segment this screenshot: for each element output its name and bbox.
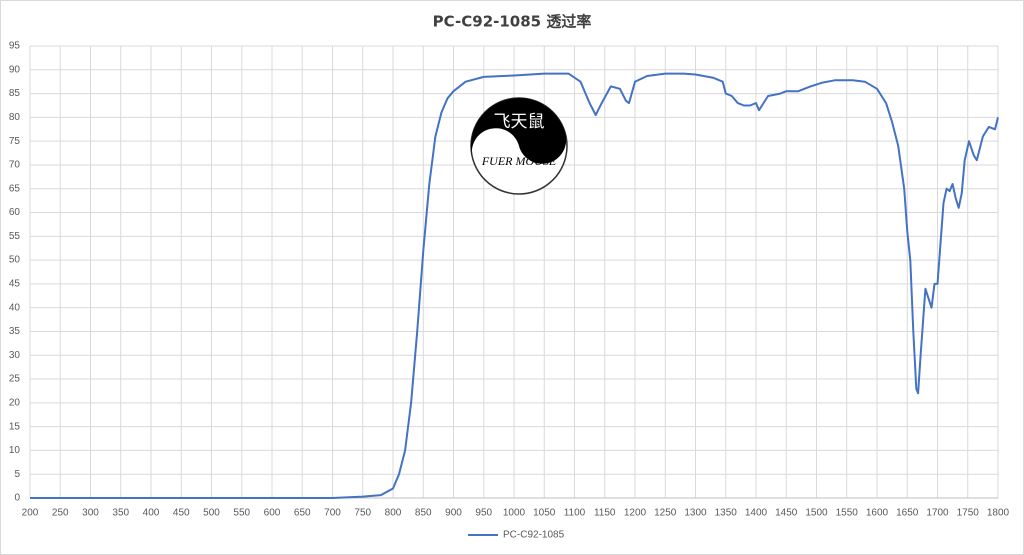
y-tick-label: 10 [9, 445, 21, 456]
y-tick-label: 15 [9, 421, 21, 432]
x-tick-label: 900 [445, 508, 462, 519]
y-tick-label: 85 [9, 88, 21, 99]
y-tick-label: 5 [14, 469, 20, 480]
data-line [30, 72, 999, 499]
x-tick-label: 1650 [896, 508, 919, 519]
logo-yin [471, 98, 567, 164]
x-tick-label: 1800 [987, 508, 1010, 519]
x-tick-label: 350 [112, 508, 129, 519]
y-tick-label: 25 [9, 374, 21, 385]
y-tick-label: 40 [9, 302, 21, 313]
x-tick-label: 1300 [684, 508, 707, 519]
x-tick-label: 1750 [957, 508, 980, 519]
x-tick-label: 650 [294, 508, 311, 519]
logo-text: 飞天鼠 [494, 112, 545, 132]
x-tick-label: 1050 [533, 508, 556, 519]
y-tick-label: 80 [9, 112, 21, 123]
x-tick-label: 500 [203, 508, 220, 519]
x-tick-label: 450 [173, 508, 190, 519]
logo-subtext: FUER MOUSE [481, 154, 557, 168]
x-tick-label: 1400 [745, 508, 768, 519]
y-tick-label: 45 [9, 279, 21, 290]
y-tick-label: 95 [9, 41, 21, 52]
y-tick-label: 70 [9, 160, 21, 171]
x-tick-label: 400 [143, 508, 160, 519]
y-tick-label: 50 [9, 255, 21, 266]
y-tick-label: 60 [9, 207, 21, 218]
x-tick-label: 1450 [775, 508, 798, 519]
x-tick-label: 550 [233, 508, 250, 519]
x-tick-label: 300 [82, 508, 99, 519]
x-tick-label: 750 [354, 508, 371, 519]
y-tick-label: 65 [9, 183, 21, 194]
chart-title: PC-C92-1085 透过率 [433, 13, 592, 31]
legend-label: PC-C92-1085 [503, 530, 565, 541]
y-tick-label: 55 [9, 231, 21, 242]
x-tick-label: 1100 [564, 508, 586, 519]
x-tick-label: 1600 [866, 508, 889, 519]
x-tick-label: 200 [22, 508, 39, 519]
y-tick-label: 0 [14, 493, 20, 504]
x-tick-label: 850 [415, 508, 432, 519]
y-tick-label: 30 [9, 350, 21, 361]
x-tick-label: 250 [52, 508, 69, 519]
y-tick-label: 35 [9, 326, 21, 337]
x-tick-label: 1250 [654, 508, 677, 519]
y-tick-label: 90 [9, 64, 21, 75]
x-tick-label: 1500 [805, 508, 828, 519]
x-tick-label: 700 [324, 508, 341, 519]
x-tick-label: 800 [385, 508, 402, 519]
y-tick-label: 20 [9, 397, 21, 408]
x-tick-label: 950 [475, 508, 492, 519]
x-tick-label: 1150 [594, 508, 616, 519]
y-tick-label: 75 [9, 136, 21, 147]
x-tick-label: 600 [264, 508, 281, 519]
x-tick-label: 1700 [926, 508, 949, 519]
watermark: 飞天鼠 FUER MOUSE [470, 97, 568, 195]
x-tick-label: 1200 [624, 508, 647, 519]
x-tick-label: 1550 [836, 508, 859, 519]
x-tick-label: 1000 [503, 508, 526, 519]
x-tick-label: 1350 [715, 508, 738, 519]
